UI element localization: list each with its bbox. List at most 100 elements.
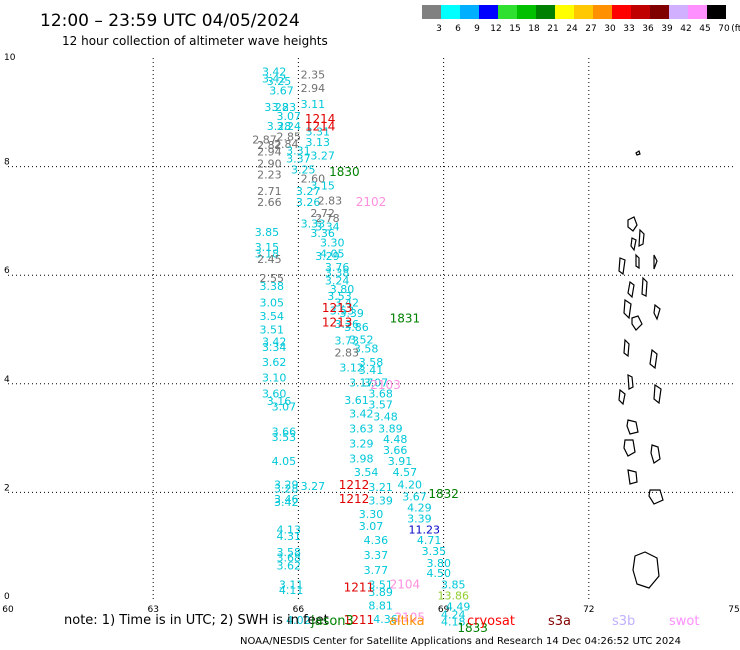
wave-height-label: 3.98 xyxy=(349,453,374,466)
wave-height-label: 3.85 xyxy=(255,226,280,239)
wave-height-label: 3.37 xyxy=(286,152,311,165)
wave-height-label: 3.18 xyxy=(255,247,280,260)
x-tick-label: 75 xyxy=(728,605,739,615)
satellite-time-label: 2104 xyxy=(390,578,421,592)
wave-height-label: 2.72 xyxy=(310,207,335,220)
wave-height-label: 3.66 xyxy=(272,426,297,439)
wave-height-label: 2.55 xyxy=(260,272,285,285)
color-swatch xyxy=(479,5,498,19)
footnote: note: 1) Time is in UTC; 2) SWH is in fe… xyxy=(64,613,329,628)
wave-height-label: 3.46 xyxy=(274,493,299,506)
wave-height-label: 3.31 xyxy=(286,144,311,157)
wave-height-label: 3.07 xyxy=(359,520,384,533)
wave-height-label: 11.23 xyxy=(408,523,440,536)
wave-height-label: 3.34 xyxy=(262,341,287,354)
wave-height-labels: 3.423.423.253.673.283.233.073.283.242.35… xyxy=(252,66,470,629)
wave-height-label: 3.29 xyxy=(274,478,299,491)
wave-height-label: 3.62 xyxy=(276,560,301,573)
color-swatch xyxy=(536,5,555,19)
wave-height-label: 3.13 xyxy=(306,136,331,149)
wave-height-label: 3.42 xyxy=(262,66,287,79)
color-swatch xyxy=(612,5,631,19)
wave-height-label: 3.51 xyxy=(368,579,393,592)
wave-height-label: 4.31 xyxy=(276,530,301,543)
wave-height-label: 3.77 xyxy=(364,564,389,577)
y-tick-label: 2 xyxy=(4,483,10,493)
wave-height-label: 3.42 xyxy=(274,496,299,509)
satellite-legend: jason3 altika cryosat s3a s3b swot xyxy=(310,614,699,629)
wave-height-label: 3.53 xyxy=(272,431,297,444)
satellite-time-label: 1211 xyxy=(344,613,375,627)
wave-height-label: 3.29 xyxy=(349,438,374,451)
wave-height-label: 3.25 xyxy=(267,75,292,88)
wave-height-label: 3.58 xyxy=(359,356,384,369)
color-swatch xyxy=(688,5,707,19)
wave-height-label: 3.89 xyxy=(368,586,393,599)
satellite-time-label: 1833 xyxy=(457,621,488,635)
wave-height-label: 3.39 xyxy=(407,512,432,525)
wave-height-label: 3.67 xyxy=(269,85,294,98)
wave-height-label: 2.94 xyxy=(301,82,326,95)
satellite-time-label: 1212 xyxy=(339,478,370,492)
wave-height-label: 3.30 xyxy=(320,237,345,250)
chart-footer: note: 1) Time is in UTC; 2) SWH is in fe… xyxy=(64,613,699,647)
wave-height-label: 13.86 xyxy=(438,590,470,603)
wave-height-label: 3.36 xyxy=(310,227,335,240)
wave-height-label: 3.07 xyxy=(364,377,389,390)
wave-height-label: 2.45 xyxy=(257,253,282,266)
wave-height-label: 3.86 xyxy=(344,321,369,334)
wave-height-label: 3.35 xyxy=(422,545,447,558)
color-swatch xyxy=(631,5,650,19)
y-tick-label: 6 xyxy=(4,266,10,276)
wave-height-label: 4.50 xyxy=(427,567,452,580)
color-scale-label: 18 xyxy=(528,24,540,34)
wave-height-label: 3.28 xyxy=(264,101,289,114)
legend-entry: s3b xyxy=(612,614,635,629)
wave-height-label: 4.05 xyxy=(320,247,345,260)
x-tick-label: 72 xyxy=(583,605,594,615)
wave-height-label: 3.85 xyxy=(441,579,466,592)
wave-height-label: 4.71 xyxy=(417,534,442,547)
wave-height-label: 3.42 xyxy=(349,408,374,421)
y-tick-label: 4 xyxy=(4,375,10,385)
wave-height-label: 2.35 xyxy=(301,68,326,81)
satellite-time-label: 1213 xyxy=(322,301,353,315)
wave-height-label: 4.13 xyxy=(276,523,301,536)
wave-height-label: 3.80 xyxy=(427,557,452,570)
wave-height-label: 4.49 xyxy=(446,600,471,613)
color-scale-label: 42 xyxy=(680,24,691,34)
wave-height-label: 2.87 xyxy=(252,133,277,146)
wave-height-label: 3.15 xyxy=(255,241,280,254)
wave-height-label: 4.02 xyxy=(286,614,311,627)
wave-height-label: 3.89 xyxy=(378,422,403,435)
wave-height-label: 3.91 xyxy=(388,455,413,468)
wave-height-label: 3.54 xyxy=(260,310,285,323)
wave-height-label: 4.57 xyxy=(393,466,418,479)
wave-height-label: 4.36 xyxy=(364,534,389,547)
wave-height-label: 3.27 xyxy=(296,185,321,198)
x-tick-label: 63 xyxy=(147,605,158,615)
wave-height-label: 3.63 xyxy=(349,422,374,435)
wave-height-label: 3.58 xyxy=(354,343,379,356)
y-tick-label: 8 xyxy=(4,158,10,168)
color-scale-label: 24 xyxy=(566,24,578,34)
wave-height-label: 2.82 xyxy=(257,139,282,152)
wave-height-label: 2.84 xyxy=(274,138,299,151)
wave-height-label: 3.37 xyxy=(364,549,389,562)
color-scale-label: 70 xyxy=(718,24,730,34)
chart-subtitle: 12 hour collection of altimeter wave hei… xyxy=(62,34,328,48)
wave-height-label: 3.52 xyxy=(349,333,374,346)
wave-height-label: 3.39 xyxy=(339,307,364,320)
satellite-time-label: 1214 xyxy=(305,112,336,126)
wave-height-label: 3.23 xyxy=(272,101,297,114)
wave-height-label: 4.36 xyxy=(373,613,398,626)
wave-height-label: 3.67 xyxy=(402,491,427,504)
satellite-time-label: 2103 xyxy=(370,378,401,392)
wave-height-label: 3.60 xyxy=(262,388,287,401)
wave-height-label: 4.48 xyxy=(383,433,408,446)
wave-height-label: 3.16 xyxy=(267,395,292,408)
wave-height-label: 3.42 xyxy=(335,296,360,309)
wave-height-label: 3.34 xyxy=(315,220,340,233)
color-swatch xyxy=(555,5,574,19)
